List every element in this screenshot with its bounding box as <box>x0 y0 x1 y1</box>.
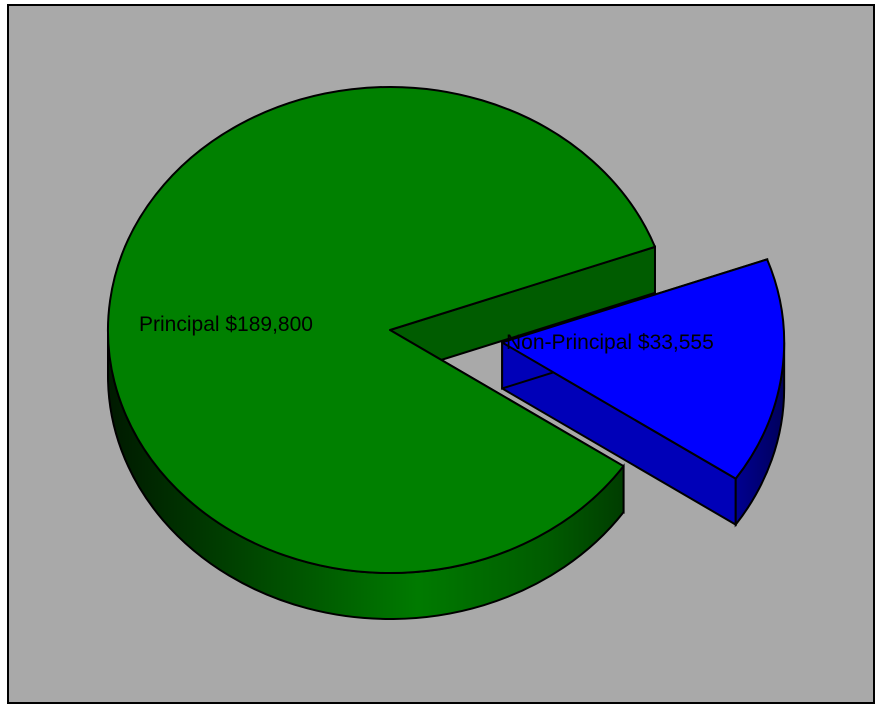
slice-top-face <box>107 86 656 574</box>
pie-slice-principal <box>107 86 656 621</box>
slice-label-non-principal: Non-Principal $33,555 <box>506 331 714 354</box>
slice-top-face <box>501 258 786 480</box>
slice-label-principal: Principal $189,800 <box>139 313 313 336</box>
pie-slice-non-principal <box>501 257 786 528</box>
